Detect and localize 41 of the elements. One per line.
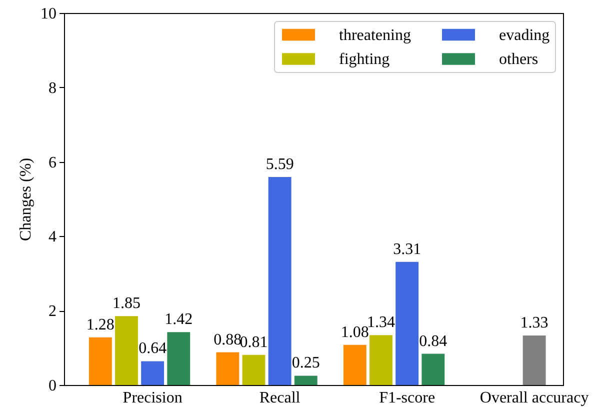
x-tick-label: Overall accuracy [480,390,589,406]
data-label: 1.42 [164,311,193,328]
legend-label: threatening [339,26,411,44]
y-tick-label: 0 [48,378,56,394]
legend-label: fighting [339,51,390,68]
data-label: 0.88 [214,331,242,348]
bar [115,316,138,385]
data-label: 1.33 [520,314,548,332]
data-label: 1.08 [340,324,369,341]
y-axis-title: Changes (%) [18,158,34,242]
bar [167,332,190,385]
data-label: 5.59 [266,156,294,174]
bar [396,262,419,385]
bar [422,354,445,385]
bar [88,337,112,385]
y-tick-label: 8 [48,80,56,97]
data-label: 0.81 [240,334,268,351]
data-label: 3.31 [393,240,422,258]
y-tick-label: 6 [48,154,56,172]
bar [343,344,366,385]
bar [268,177,292,385]
data-label: 0.64 [138,340,167,358]
bar [294,376,318,385]
y-tick-label: 2 [48,303,56,320]
x-tick-label: F1-score [379,390,436,406]
bar [141,361,164,385]
data-label: 1.85 [112,295,140,312]
data-label: 0.84 [419,332,448,350]
legend-label: others [499,51,538,68]
y-tick-label: 4 [48,228,56,246]
bar [370,335,392,385]
y-tick-label: 10 [40,6,56,22]
bar [216,352,240,385]
data-label: 0.25 [292,354,320,372]
legend-label: evading [499,26,550,44]
data-label: 1.28 [86,316,114,334]
data-label: 1.34 [366,314,395,332]
x-tick-label: Precision [122,390,182,406]
x-tick-label: Recall [259,390,301,406]
bar [242,354,266,385]
bar [522,336,546,385]
